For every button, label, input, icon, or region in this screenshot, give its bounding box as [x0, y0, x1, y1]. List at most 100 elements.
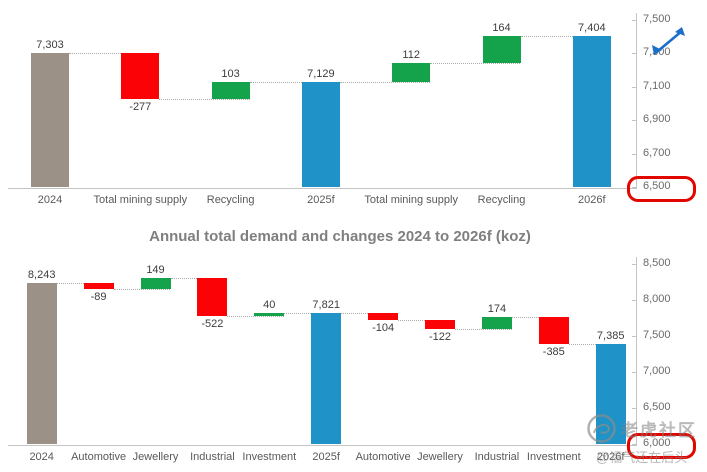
y-tickmark-7500 [632, 336, 636, 337]
connector-3 [249, 81, 340, 83]
x-label-2024-0: 2024 [29, 451, 54, 463]
value-label-recycling-2: 103 [221, 67, 240, 80]
ytick-label-7500: 7,500 [643, 13, 671, 25]
demand-chart-title: Annual total demand and changes 2024 to … [149, 228, 531, 245]
ytick-label-6000: 6,000 [643, 437, 671, 449]
value-label-industrial-3: -522 [201, 317, 224, 330]
highlight-circle-6500 [627, 176, 696, 202]
connector-2 [113, 288, 171, 290]
value-label-jewellery-7: -122 [428, 331, 452, 344]
connector-2 [159, 99, 250, 101]
connector-5 [430, 63, 521, 65]
bar-automotive-6 [368, 312, 399, 321]
x-label-automotive-1: Automotive [71, 451, 127, 463]
x-label-total-mining-supply-4: Total mining supply [364, 194, 458, 206]
ytick-label-7100: 7,100 [643, 79, 671, 92]
value-label-industrial-8: 174 [487, 302, 507, 315]
x-label-investment-9: Investment [526, 451, 581, 463]
connector-4 [339, 81, 431, 83]
x-axis-line [8, 188, 636, 189]
connector-8 [455, 329, 512, 331]
y-tickmark-6900 [632, 120, 636, 122]
y-tickmark-6500 [632, 187, 636, 188]
ytick-label-8500: 8,500 [643, 257, 671, 269]
ytick-label-6700: 6,700 [643, 146, 671, 159]
y-axis-line [636, 257, 637, 446]
y-tickmark-8500 [632, 264, 636, 265]
bar-2025f-3 [301, 81, 340, 187]
bar-total-mining-supply-4 [392, 63, 431, 82]
tiger-logo-icon [587, 414, 616, 443]
x-label-2026f-10: 2026f [596, 451, 625, 463]
bar-automotive-1 [83, 282, 114, 289]
x-axis-line [8, 445, 636, 446]
x-label-recycling-2: Recycling [206, 194, 255, 206]
value-label-2025f-3: 7,129 [307, 67, 335, 80]
bar-total-mining-supply-1 [121, 52, 160, 100]
value-label-automotive-6: -104 [372, 322, 395, 335]
x-label-industrial-8: Industrial [474, 451, 520, 463]
bar-jewellery-2 [140, 278, 171, 289]
value-label-2024-0: 7,303 [36, 38, 64, 51]
bar-2026f-10 [595, 344, 626, 444]
x-label-industrial-3: Industrial [190, 451, 235, 463]
x-label-automotive-6: Automotive [355, 451, 411, 463]
ytick-label-6500: 6,500 [643, 401, 671, 413]
x-label-recycling-5: Recycling [477, 194, 526, 206]
value-label-investment-4: 40 [263, 298, 276, 311]
bar-2025f-5 [311, 312, 342, 444]
value-label-2025f-5: 7,821 [312, 298, 340, 311]
ytick-label-8000: 8,000 [643, 293, 671, 305]
value-label-investment-9: -385 [542, 346, 565, 359]
value-label-total-mining-supply-4: 112 [402, 49, 420, 62]
x-label-2026f-6: 2026f [578, 194, 606, 206]
x-label-investment-4: Investment [242, 451, 297, 463]
y-axis-line [636, 13, 637, 189]
ytick-label-7500: 7,500 [643, 329, 671, 341]
bar-investment-4 [254, 312, 285, 316]
bar-investment-9 [538, 316, 569, 345]
connector-6 [520, 35, 611, 37]
bar-recycling-5 [482, 35, 521, 64]
watermark: 老虎社区 [586, 413, 697, 444]
x-label-2024-0: 2024 [37, 194, 63, 206]
value-label-jewellery-2: 149 [146, 264, 165, 277]
y-tickmark-7300 [632, 53, 636, 55]
ytick-label-7000: 7,000 [643, 365, 671, 377]
watermark-community-name: 老虎社区 [621, 421, 697, 440]
bar-2026f-6 [572, 36, 611, 187]
y-tickmark-6700 [632, 153, 636, 155]
y-tickmark-6500 [632, 408, 636, 409]
bar-2024-0 [31, 52, 69, 187]
y-tickmark-6000 [632, 444, 636, 445]
highlight-circle-6000 [627, 433, 696, 459]
x-label-jewellery-7: Jewellery [417, 451, 463, 463]
value-label-total-mining-supply-1: -277 [129, 101, 152, 114]
y-tickmark-7000 [632, 372, 636, 373]
bar-industrial-8 [481, 316, 512, 330]
expand-arrows-icon [652, 27, 685, 55]
x-label-jewellery-2: Jewellery [132, 451, 179, 463]
y-tickmark-7100 [632, 86, 636, 88]
value-label-2026f-10: 7,385 [596, 330, 625, 343]
y-tickmark-7500 [632, 20, 636, 21]
value-label-2024-0: 8,243 [27, 268, 56, 281]
x-label-total-mining-supply-1: Total mining supply [93, 194, 188, 206]
bar-2024-0 [26, 282, 57, 444]
x-label-2025f-3: 2025f [307, 194, 335, 206]
connector-4 [227, 315, 285, 317]
bar-recycling-2 [211, 81, 250, 100]
ytick-label-6900: 6,900 [643, 113, 671, 126]
bar-jewellery-7 [425, 320, 455, 330]
watermark-username: @福气还在后头 [596, 450, 688, 465]
ytick-label-6500: 6,500 [643, 180, 671, 192]
connector-1 [69, 52, 160, 54]
bar-industrial-3 [197, 278, 228, 316]
value-label-2026f-6: 7,404 [578, 22, 606, 35]
value-label-automotive-1: -89 [90, 290, 107, 303]
x-label-2025f-5: 2025f [312, 451, 340, 463]
value-label-recycling-5: 164 [492, 21, 511, 34]
